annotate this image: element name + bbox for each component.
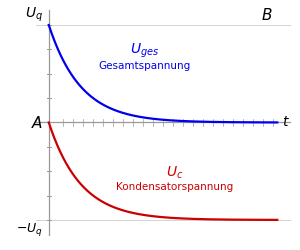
Text: $U_q$: $U_q$ xyxy=(25,6,43,25)
Text: $t$: $t$ xyxy=(282,116,290,130)
Text: $A$: $A$ xyxy=(31,114,43,130)
Text: $U_{ges}$: $U_{ges}$ xyxy=(130,41,159,60)
Text: Kondensatorspannung: Kondensatorspannung xyxy=(116,182,233,192)
Text: $U_c$: $U_c$ xyxy=(166,165,183,182)
Text: Gesamtspannung: Gesamtspannung xyxy=(99,61,191,71)
Text: $B$: $B$ xyxy=(261,7,273,23)
Text: $- U_q$: $- U_q$ xyxy=(16,221,43,238)
